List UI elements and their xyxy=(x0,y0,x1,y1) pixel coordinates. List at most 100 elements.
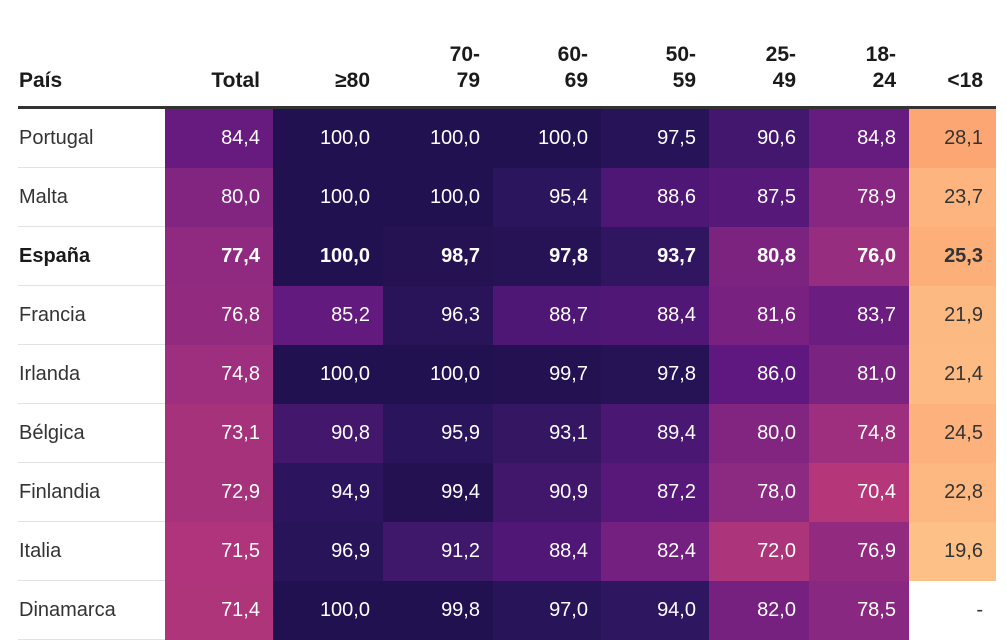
table-row: España 77,4 100,0 98,7 97,8 93,7 80,8 76,0 25,3 xyxy=(18,226,996,286)
country-label: Irlanda xyxy=(18,344,165,404)
heat-cell-60-69: 97,0 xyxy=(493,580,601,640)
heat-cell-under-18: 19,6 xyxy=(909,521,996,581)
heat-cell-60-69: 100,0 xyxy=(493,107,601,168)
column-header-80-plus: ≥80 xyxy=(273,18,383,109)
heat-cell-50-59: 88,4 xyxy=(601,285,709,345)
heat-cell-under-18: 21,4 xyxy=(909,344,996,404)
heat-cell-25-49: 81,6 xyxy=(709,285,809,345)
heat-cell-70-79: 99,4 xyxy=(383,462,493,522)
heat-cell-under-18: 28,1 xyxy=(909,107,996,168)
heat-cell-80-plus: 94,9 xyxy=(273,462,383,522)
heat-cell-80-plus: 100,0 xyxy=(273,107,383,168)
heat-cell-80-plus: 90,8 xyxy=(273,403,383,463)
heat-cell-18-24: 76,0 xyxy=(809,226,909,286)
country-label: Bélgica xyxy=(18,403,165,463)
heat-cell-50-59: 88,6 xyxy=(601,167,709,227)
column-header-total: Total xyxy=(165,18,273,109)
heat-cell-18-24: 78,5 xyxy=(809,580,909,640)
table-row: Francia 76,8 85,2 96,3 88,7 88,4 81,6 83,7 21,9 xyxy=(18,285,996,345)
table-row: Bélgica 73,1 90,8 95,9 93,1 89,4 80,0 74,8 24,5 xyxy=(18,403,996,463)
heat-cell-70-79: 95,9 xyxy=(383,403,493,463)
table-row: Portugal 84,4 100,0 100,0 100,0 97,5 90,6 84,8 2… xyxy=(18,107,996,168)
heat-cell-70-79: 100,0 xyxy=(383,344,493,404)
heatmap-body: Portugal 84,4 100,0 100,0 100,0 97,5 90,6 84,8 2… xyxy=(18,107,996,640)
heat-cell-80-plus: 100,0 xyxy=(273,344,383,404)
column-header-25-49: 25- 49 xyxy=(709,18,809,109)
heat-cell-70-79: 100,0 xyxy=(383,107,493,168)
country-label: Italia xyxy=(18,521,165,581)
heat-cell-total: 77,4 xyxy=(165,226,273,286)
heat-cell-80-plus: 85,2 xyxy=(273,285,383,345)
heat-cell-total: 73,1 xyxy=(165,403,273,463)
heat-cell-25-49: 80,8 xyxy=(709,226,809,286)
country-label: Finlandia xyxy=(18,462,165,522)
heat-cell-50-59: 89,4 xyxy=(601,403,709,463)
column-header-pais: País xyxy=(18,18,165,109)
heat-cell-under-18: 21,9 xyxy=(909,285,996,345)
heat-cell-50-59: 93,7 xyxy=(601,226,709,286)
heat-cell-18-24: 78,9 xyxy=(809,167,909,227)
heat-cell-25-49: 82,0 xyxy=(709,580,809,640)
heat-cell-18-24: 81,0 xyxy=(809,344,909,404)
heat-cell-total: 71,5 xyxy=(165,521,273,581)
heat-cell-50-59: 97,8 xyxy=(601,344,709,404)
heat-cell-60-69: 95,4 xyxy=(493,167,601,227)
heat-cell-60-69: 93,1 xyxy=(493,403,601,463)
heat-cell-18-24: 83,7 xyxy=(809,285,909,345)
vaccination-heatmap-table: País Total ≥80 70- 79 60- 69 50- 59 25- … xyxy=(18,18,996,640)
heat-cell-total: 71,4 xyxy=(165,580,273,640)
table-row: Dinamarca 71,4 100,0 99,8 97,0 94,0 82,0 78,5- xyxy=(18,580,996,640)
heat-cell-total: 74,8 xyxy=(165,344,273,404)
heat-cell-under-18: 23,7 xyxy=(909,167,996,227)
country-label: Portugal xyxy=(18,107,165,168)
heat-cell-under-18: 22,8 xyxy=(909,462,996,522)
heat-cell-total: 84,4 xyxy=(165,107,273,168)
heat-cell-70-79: 99,8 xyxy=(383,580,493,640)
heat-cell-25-49: 87,5 xyxy=(709,167,809,227)
heat-cell-total: 80,0 xyxy=(165,167,273,227)
heat-cell-under-18: - xyxy=(909,580,996,640)
heat-cell-50-59: 94,0 xyxy=(601,580,709,640)
column-header-18-24: 18- 24 xyxy=(809,18,909,109)
heatmap-chart: País Total ≥80 70- 79 60- 69 50- 59 25- … xyxy=(18,18,996,640)
table-row: Italia 71,5 96,9 91,2 88,4 82,4 72,0 76,9 19,6 xyxy=(18,521,996,581)
heat-cell-70-79: 91,2 xyxy=(383,521,493,581)
heat-cell-50-59: 82,4 xyxy=(601,521,709,581)
heat-cell-60-69: 88,4 xyxy=(493,521,601,581)
heat-cell-60-69: 99,7 xyxy=(493,344,601,404)
heat-cell-total: 76,8 xyxy=(165,285,273,345)
heat-cell-25-49: 72,0 xyxy=(709,521,809,581)
heat-cell-50-59: 97,5 xyxy=(601,107,709,168)
heat-cell-80-plus: 96,9 xyxy=(273,521,383,581)
heat-cell-18-24: 76,9 xyxy=(809,521,909,581)
heat-cell-25-49: 90,6 xyxy=(709,107,809,168)
heat-cell-60-69: 90,9 xyxy=(493,462,601,522)
country-label: Dinamarca xyxy=(18,580,165,640)
heat-cell-70-79: 98,7 xyxy=(383,226,493,286)
heat-cell-60-69: 88,7 xyxy=(493,285,601,345)
heat-cell-total: 72,9 xyxy=(165,462,273,522)
country-label: Francia xyxy=(18,285,165,345)
country-label: Malta xyxy=(18,167,165,227)
heat-cell-60-69: 97,8 xyxy=(493,226,601,286)
heat-cell-18-24: 70,4 xyxy=(809,462,909,522)
heat-cell-80-plus: 100,0 xyxy=(273,167,383,227)
heat-cell-25-49: 80,0 xyxy=(709,403,809,463)
heat-cell-18-24: 84,8 xyxy=(809,107,909,168)
column-header-70-79: 70- 79 xyxy=(383,18,493,109)
table-row: Malta 80,0 100,0 100,0 95,4 88,6 87,5 78,9 23,7 xyxy=(18,167,996,227)
column-header-60-69: 60- 69 xyxy=(493,18,601,109)
heat-cell-70-79: 96,3 xyxy=(383,285,493,345)
column-header-under-18: <18 xyxy=(909,18,996,109)
country-label: España xyxy=(18,226,165,286)
heat-cell-18-24: 74,8 xyxy=(809,403,909,463)
header-row: País Total ≥80 70- 79 60- 69 50- 59 25- … xyxy=(18,18,996,109)
heat-cell-25-49: 78,0 xyxy=(709,462,809,522)
heat-cell-80-plus: 100,0 xyxy=(273,580,383,640)
heat-cell-under-18: 25,3 xyxy=(909,226,996,286)
column-header-50-59: 50- 59 xyxy=(601,18,709,109)
table-row: Finlandia 72,9 94,9 99,4 90,9 87,2 78,0 70,4 22,… xyxy=(18,462,996,522)
heat-cell-25-49: 86,0 xyxy=(709,344,809,404)
heat-cell-under-18: 24,5 xyxy=(909,403,996,463)
heat-cell-80-plus: 100,0 xyxy=(273,226,383,286)
